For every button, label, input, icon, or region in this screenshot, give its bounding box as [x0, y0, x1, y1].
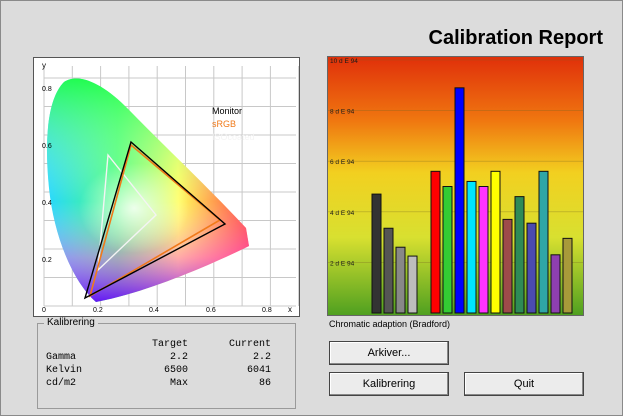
- bar-mark: [454, 87, 465, 314]
- x-axis-label: x: [288, 305, 292, 314]
- srgb-gamut: [88, 143, 222, 298]
- cie-chromaticity-diagram: 0.8 0.6 0.4 0.2 0 0.2 0.4 0.6 0.8 y x Mo…: [33, 57, 300, 317]
- delta-e-bar-chart: 2 d E 94 4 d E 94 6 d E 94 8 d E 94 10 d E 9…: [327, 56, 584, 316]
- header-blank: [46, 338, 112, 351]
- target-value: Max: [169, 378, 188, 389]
- bar-mark: [538, 170, 549, 314]
- bar-marks: [371, 87, 573, 314]
- monitor-gamut: [83, 140, 227, 300]
- bar-mark: [502, 218, 513, 314]
- bar-mark: [490, 170, 501, 314]
- x-tick-label: 0.8: [262, 307, 272, 314]
- y-tick-label: 0.4: [42, 200, 52, 207]
- table-header-row: Target Current: [46, 338, 271, 351]
- x-tick-label: 0.2: [93, 307, 103, 314]
- bar-y-tick-labels: 2 d E 94 4 d E 94 6 d E 94 8 d E 94 10 d E 9…: [330, 58, 358, 267]
- isocoated-gamut: [97, 153, 157, 272]
- archive-button[interactable]: Arkiver...: [329, 341, 449, 365]
- bar-mark: [550, 254, 561, 314]
- target-value: 6500: [163, 365, 188, 376]
- x-tick-label: 0.4: [149, 307, 159, 314]
- target-value: 2.2: [169, 352, 188, 363]
- bar-chart-svg: 2 d E 94 4 d E 94 6 d E 94 8 d E 94 10 d E 9…: [328, 57, 583, 315]
- header-current: Current: [228, 339, 271, 350]
- y-axis-label: y: [42, 61, 46, 70]
- current-value: 6041: [246, 365, 271, 376]
- quit-button[interactable]: Quit: [464, 372, 584, 396]
- table-row-kelvin: Kelvin 6500 6041: [46, 364, 271, 377]
- bar-y-tick-label: 4 d E 94: [330, 210, 355, 217]
- bar-mark: [466, 180, 477, 314]
- calibration-table: Target Current Gamma 2.2 2.2 Kelvin 6500…: [46, 338, 271, 390]
- table-row-luminance: cd/m2 Max 86: [46, 377, 271, 390]
- row-label: Kelvin: [46, 365, 83, 376]
- row-label: Gamma: [46, 352, 77, 363]
- bar-y-tick-label: 8 d E 94: [330, 109, 355, 116]
- spectral-locus-area: [46, 78, 250, 303]
- white-point-glow: [79, 163, 189, 253]
- legend-srgb: sRGB: [212, 119, 236, 129]
- gamut-triangles: [83, 140, 227, 300]
- bar-y-tick-label: 2 d E 94: [330, 260, 355, 267]
- bar-mark: [562, 237, 573, 314]
- legend-monitor: Monitor: [212, 106, 242, 116]
- calibration-groupbox: Kalibrering Target Current Gamma 2.2 2.2…: [37, 317, 296, 409]
- header-target: Target: [151, 339, 188, 350]
- bar-mark: [430, 170, 441, 314]
- bar-y-tick-label: 10 d E 94: [330, 58, 358, 65]
- calibrate-button[interactable]: Kalibrering: [329, 372, 449, 396]
- report-title: Calibration Report: [428, 27, 603, 49]
- bar-mark: [395, 246, 406, 314]
- table-row-gamma: Gamma 2.2 2.2: [46, 351, 271, 364]
- bar-chart-caption: Chromatic adaption (Bradford): [329, 319, 451, 329]
- current-value: 86: [258, 378, 271, 389]
- cie-axis-ticks: 0.8 0.6 0.4 0.2 0 0.2 0.4 0.6 0.8 y x: [42, 61, 292, 314]
- bar-mark: [371, 193, 382, 314]
- bar-mark: [407, 255, 418, 314]
- cie-legend: Monitor sRGB ISOcoated: [212, 106, 255, 142]
- y-tick-label: 0.8: [42, 86, 52, 93]
- y-tick-label: 0.2: [42, 257, 52, 264]
- groupbox-title: Kalibrering: [44, 317, 98, 328]
- bar-y-tick-label: 6 d E 94: [330, 159, 355, 166]
- cie-svg: 0.8 0.6 0.4 0.2 0 0.2 0.4 0.6 0.8 y x Mo…: [42, 61, 300, 314]
- bar-mark: [514, 196, 525, 314]
- current-value: 2.2: [252, 352, 271, 363]
- bar-mark: [383, 227, 394, 314]
- bar-mark: [526, 222, 537, 314]
- row-label: cd/m2: [46, 378, 77, 389]
- y-tick-label: 0: [42, 307, 46, 314]
- legend-isocoated: ISOcoated: [212, 132, 255, 142]
- y-tick-label: 0.6: [42, 143, 52, 150]
- x-tick-label: 0.6: [206, 307, 216, 314]
- bar-mark: [442, 186, 453, 314]
- bar-mark: [478, 186, 489, 314]
